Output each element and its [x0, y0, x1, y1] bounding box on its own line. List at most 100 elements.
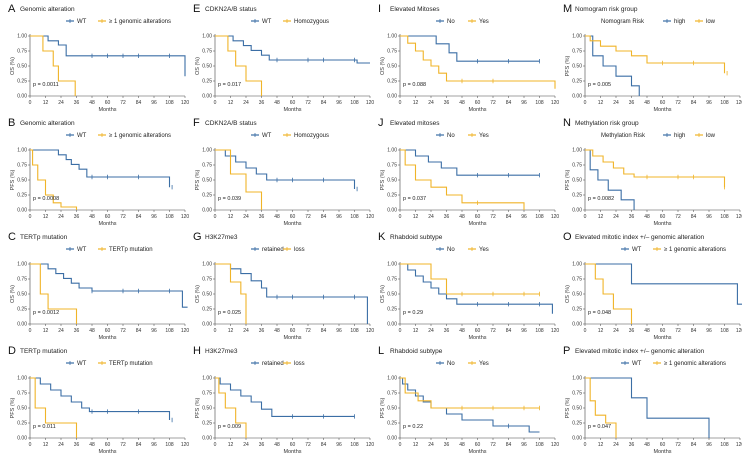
km-panel-f: F CDKN2A/B status WT Homozygous 0.00 0.25 0.50…	[193, 117, 374, 227]
km-panel-i: I Elevated Mitoses No Yes 0.00 0.25 0.50 0.75 1.…	[378, 3, 559, 113]
x-tick-label: 120	[736, 328, 742, 334]
x-tick-label: 48	[89, 442, 95, 448]
y-tick-label: 0.75	[202, 277, 212, 283]
x-tick-label: 84	[321, 328, 327, 334]
y-tick-label: 1.00	[387, 148, 397, 154]
km-curve-comparison	[30, 149, 78, 210]
y-tick-label: 0.00	[387, 94, 397, 100]
x-tick-label: 72	[120, 100, 126, 106]
x-tick-label: 60	[475, 214, 481, 220]
x-tick-label: 24	[243, 442, 249, 448]
x-tick-label: 36	[74, 328, 80, 334]
x-tick-label: 60	[475, 442, 481, 448]
p-value: p = 0.009	[218, 424, 241, 430]
x-axis-label: Months	[653, 107, 671, 113]
y-tick-label: 1.00	[572, 376, 582, 382]
y-tick-label: 0.50	[17, 178, 27, 184]
legend-label: retained	[262, 361, 284, 367]
x-tick-label: 48	[274, 442, 280, 448]
x-tick-label: 36	[629, 442, 635, 448]
x-tick-label: 120	[181, 100, 190, 106]
x-tick-label: 84	[506, 214, 512, 220]
p-value: p = 0.22	[403, 424, 423, 430]
x-axis-label: Months	[653, 221, 671, 227]
legend-label: Yes	[479, 133, 489, 139]
y-tick-label: 1.00	[17, 262, 27, 268]
y-tick-label: 0.25	[17, 421, 27, 427]
panel-letter: O	[563, 231, 572, 243]
x-tick-label: 36	[444, 100, 450, 106]
y-tick-label: 0.50	[572, 64, 582, 70]
x-tick-label: 72	[305, 214, 311, 220]
panel-title: CDKN2A/B status	[205, 120, 257, 127]
x-axis-label: Months	[468, 335, 486, 341]
x-tick-label: 48	[644, 214, 650, 220]
y-tick-label: 1.00	[202, 376, 212, 382]
y-tick-label: 0.50	[572, 178, 582, 184]
x-axis-label: Months	[98, 221, 116, 227]
km-panel-j: J Elevated mitoses No Yes 0.00 0.25 0.50 0.75 1.…	[378, 117, 559, 227]
panel-letter: H	[193, 345, 201, 357]
p-value: p = 0.039	[218, 196, 241, 202]
y-tick-label: 0.00	[572, 436, 582, 442]
y-tick-label: 0.50	[572, 406, 582, 412]
y-tick-label: 0.00	[387, 436, 397, 442]
km-curve-comparison	[585, 263, 633, 324]
x-tick-label: 60	[105, 442, 111, 448]
x-tick-label: 96	[521, 214, 527, 220]
x-tick-label: 120	[551, 214, 560, 220]
x-axis-label: Months	[468, 107, 486, 113]
x-tick-label: 60	[660, 100, 666, 106]
x-tick-label: 36	[259, 442, 265, 448]
panel-title: H3K27me3	[205, 234, 238, 241]
legend-label: No	[447, 19, 455, 25]
km-curve-comparison	[400, 35, 556, 89]
x-axis-label: Months	[283, 335, 301, 341]
y-tick-label: 0.75	[572, 163, 582, 169]
legend-label: Yes	[479, 247, 489, 253]
x-tick-label: 48	[459, 100, 465, 106]
x-tick-label: 96	[521, 442, 527, 448]
x-tick-label: 24	[613, 214, 619, 220]
x-tick-label: 72	[675, 214, 681, 220]
x-tick-label: 96	[706, 442, 712, 448]
x-tick-label: 108	[165, 328, 174, 334]
panel-title: Elevated mitotic index +/– genomic alter…	[575, 234, 705, 241]
y-tick-label: 0.00	[17, 208, 27, 214]
y-tick-label: 1.00	[17, 34, 27, 40]
km-panel-d: D TERTp mutation WT TERTp mutation 0.00 0.25 0…	[8, 345, 189, 455]
x-tick-label: 12	[413, 100, 419, 106]
x-tick-label: 96	[706, 328, 712, 334]
y-tick-label: 0.25	[387, 79, 397, 85]
x-tick-label: 36	[629, 100, 635, 106]
x-tick-label: 120	[181, 442, 190, 448]
y-tick-label: 0.00	[572, 208, 582, 214]
y-tick-label: 0.25	[572, 421, 582, 427]
y-tick-label: 0.25	[17, 307, 27, 313]
legend-title: Nomogram Risk	[601, 19, 645, 25]
legend-label: WT	[77, 133, 87, 139]
legend-label: WT	[262, 19, 272, 25]
km-curve-comparison	[215, 377, 247, 438]
x-tick-label: 24	[428, 328, 434, 334]
x-tick-label: 60	[290, 328, 296, 334]
y-tick-label: 0.75	[572, 49, 582, 55]
y-tick-label: 0.25	[202, 307, 212, 313]
x-tick-label: 84	[136, 100, 142, 106]
x-tick-label: 108	[165, 442, 174, 448]
legend-label: loss	[294, 361, 305, 367]
panel-title: TERTp mutation	[20, 348, 68, 355]
legend-label: ≥ 1 genomic alterations	[664, 361, 726, 367]
y-axis-label: OS (%)	[380, 285, 386, 303]
y-tick-label: 0.75	[17, 277, 27, 283]
km-curve-reference	[400, 149, 540, 176]
x-axis-label: Months	[98, 107, 116, 113]
km-panel-c: C TERTp mutation WT TERTp mutation 0.00 0.25 0…	[8, 231, 189, 341]
panel-letter: A	[8, 3, 16, 15]
x-tick-label: 0	[29, 100, 32, 106]
y-tick-label: 0.00	[387, 208, 397, 214]
x-tick-label: 120	[181, 328, 190, 334]
km-curve-reference	[585, 377, 710, 438]
